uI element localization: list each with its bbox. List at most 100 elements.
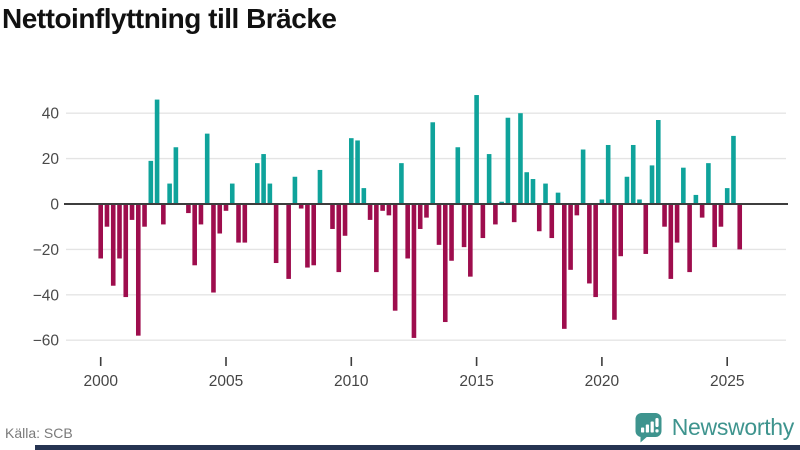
bar-2013-q1 [424, 204, 429, 218]
bar-2010-q4 [367, 204, 373, 220]
bar-2023-q4 [693, 194, 699, 204]
x-axis-tick-label: 2000 [83, 373, 118, 390]
bar-2018-q1 [549, 204, 555, 239]
bar-2025-q2 [731, 135, 736, 204]
bar-2004-q3 [211, 204, 216, 293]
bar-2013-q4 [442, 204, 448, 323]
bar-2016-q3 [511, 204, 517, 223]
bar-2006-q4 [267, 183, 273, 204]
bar-2008-q3 [311, 204, 317, 266]
bar-2012-q3 [411, 204, 417, 338]
bar-2025-q3 [737, 204, 743, 250]
x-axis-tick-label: 2015 [459, 373, 493, 390]
bar-2024-q4 [718, 204, 724, 227]
bar-2023-q1 [674, 204, 680, 243]
bar-2021-q2 [630, 144, 636, 204]
bar-2000-q1 [98, 204, 103, 259]
bar-2022-q3 [662, 204, 667, 227]
bar-2022-q1 [649, 165, 655, 204]
bar-2017-q4 [543, 183, 548, 204]
bar-2008-q1 [298, 204, 304, 209]
bar-2020-q2 [605, 144, 611, 204]
newsworthy-logo: Newsworthy [634, 412, 794, 443]
bar-2020-q1 [599, 199, 605, 204]
source-label: Källa: SCB [5, 425, 73, 441]
bar-2010-q2 [355, 140, 360, 204]
newsworthy-speech-bubble-icon [635, 413, 662, 443]
bar-2015-q1 [474, 95, 479, 204]
bar-2023-q3 [687, 204, 692, 273]
newsworthy-wordmark: Newsworthy [671, 414, 795, 440]
bar-2015-q2 [480, 204, 486, 239]
bar-2017-q3 [536, 204, 542, 232]
y-axis-tick-label: 0 [50, 197, 59, 214]
bar-2007-q3 [286, 204, 291, 279]
bar-2001-q4 [142, 204, 147, 227]
bar-2014-q3 [461, 204, 467, 248]
bar-2004-q4 [217, 204, 223, 234]
y-axis-tick-label: −60 [33, 333, 60, 350]
bar-2007-q1 [273, 204, 279, 264]
bar-2024-q2 [706, 163, 711, 204]
x-axis-tick-label: 2010 [334, 373, 369, 390]
y-axis-tick-label: −40 [33, 287, 60, 304]
bar-2009-q3 [336, 204, 342, 273]
bar-2003-q1 [173, 147, 179, 204]
y-axis-tick-label: 20 [42, 151, 60, 168]
bar-2001-q3 [135, 204, 141, 336]
bar-2019-q4 [593, 204, 598, 298]
bar-2006-q3 [261, 154, 266, 204]
x-axis-tick-label: 2020 [585, 373, 620, 390]
bar-2012-q4 [417, 204, 423, 229]
bar-2016-q2 [505, 117, 511, 204]
bar-2020-q3 [612, 204, 617, 320]
bar-2016-q4 [518, 113, 523, 204]
bar-2013-q3 [436, 204, 442, 245]
bar-2021-q3 [637, 199, 642, 204]
x-axis-tick-label: 2025 [710, 373, 744, 390]
bar-2011-q3 [386, 204, 392, 216]
bar-2004-q2 [204, 133, 210, 204]
bar-2002-q2 [154, 99, 160, 204]
bar-2019-q2 [580, 149, 586, 204]
bar-2025-q1 [724, 188, 730, 204]
bar-2008-q4 [317, 169, 323, 204]
bar-2005-q3 [236, 204, 241, 243]
bar-2000-q2 [104, 204, 110, 227]
bar-2015-q4 [493, 204, 498, 225]
bar-2011-q2 [380, 204, 385, 211]
bar-2014-q2 [455, 147, 461, 204]
bar-2018-q4 [568, 204, 573, 270]
bar-2000-q4 [117, 204, 122, 259]
bar-2008-q2 [305, 204, 310, 268]
bar-2012-q2 [405, 204, 410, 259]
bar-2017-q2 [530, 179, 536, 204]
bar-2022-q4 [668, 204, 674, 279]
bar-2019-q3 [587, 204, 592, 284]
bottom-accent-bar [35, 445, 800, 450]
bar-2024-q3 [712, 204, 717, 248]
bar-2007-q4 [292, 176, 298, 204]
bar-2016-q1 [499, 201, 504, 204]
bar-2024-q1 [699, 204, 705, 218]
bar-2005-q2 [229, 183, 235, 204]
net-migration-bar-chart: 40 20 0 −20 −40 −60 2000 2005 2010 2015 2020 2025 [33, 95, 788, 390]
bar-2021-q1 [624, 176, 630, 204]
bar-2011-q1 [374, 204, 379, 273]
bar-2001-q1 [123, 204, 129, 298]
bar-2021-q4 [643, 204, 649, 254]
bar-2019-q1 [574, 204, 580, 216]
bar-2023-q2 [681, 167, 686, 204]
bar-2006-q2 [255, 163, 260, 204]
bar-2001-q2 [129, 204, 135, 220]
chart-title: Nettoinflyttning till Bräcke [2, 3, 337, 34]
bar-2018-q2 [555, 192, 561, 204]
bar-2009-q2 [330, 204, 335, 229]
bar-2022-q2 [655, 120, 661, 204]
bar-2010-q1 [349, 138, 354, 204]
bar-2014-q4 [468, 204, 473, 277]
bar-2004-q1 [198, 204, 204, 225]
bar-2017-q1 [524, 172, 530, 204]
bar-2012-q1 [399, 163, 404, 204]
